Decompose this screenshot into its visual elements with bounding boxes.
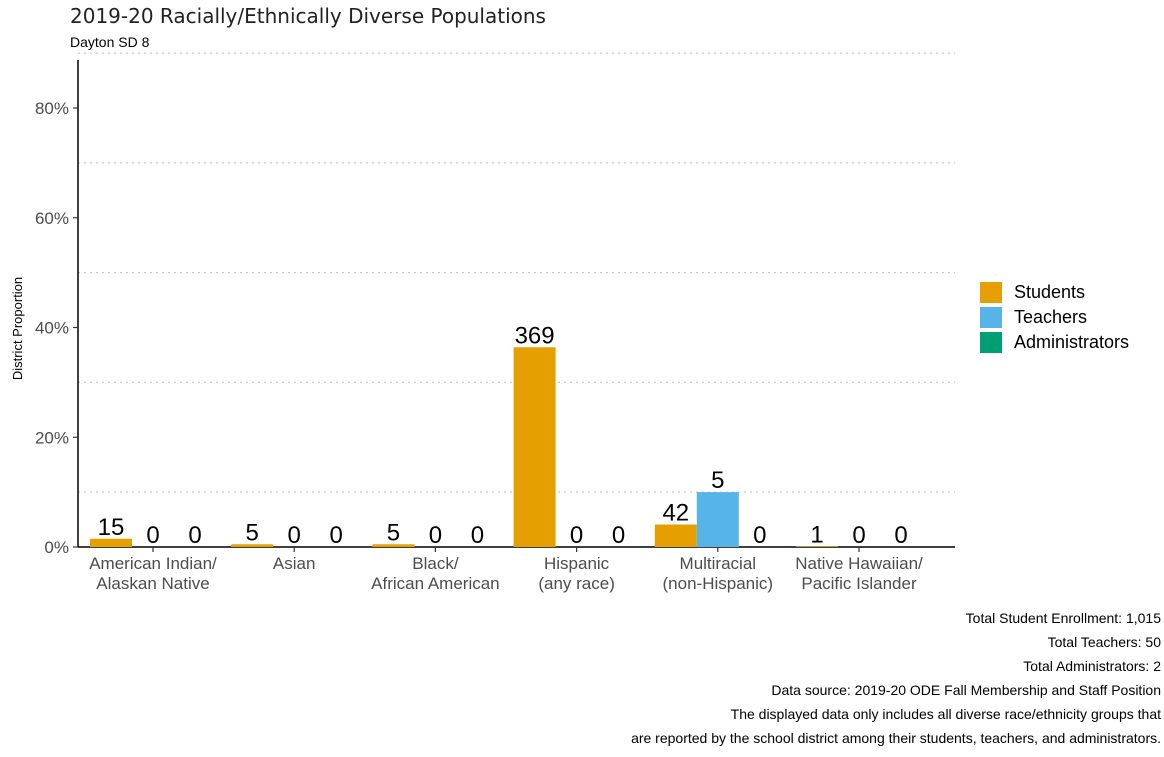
- legend-item-administrators: Administrators: [980, 330, 1129, 355]
- chart-subtitle: Dayton SD 8: [70, 34, 150, 50]
- x-tick-label: (any race): [538, 574, 615, 593]
- footnote-note-line-2: are reported by the school district amon…: [631, 730, 1161, 746]
- data-label: 0: [612, 522, 625, 549]
- x-tick-label: African American: [371, 574, 500, 593]
- legend: Students Teachers Administrators: [980, 280, 1129, 355]
- data-label: 5: [246, 519, 259, 546]
- y-tick-label: 80%: [35, 99, 69, 118]
- data-label: 0: [894, 522, 907, 549]
- data-label: 369: [515, 322, 555, 349]
- x-tick-label: Hispanic: [544, 554, 610, 573]
- footnote-total-teachers: Total Teachers: 50: [1047, 634, 1161, 650]
- bar-students: [90, 538, 132, 547]
- legend-item-teachers: Teachers: [980, 305, 1129, 330]
- footnote-total-students: Total Student Enrollment: 1,015: [965, 610, 1161, 626]
- x-tick-label: (non-Hispanic): [663, 574, 774, 593]
- legend-label-teachers: Teachers: [1014, 307, 1088, 327]
- data-label: 0: [288, 522, 301, 549]
- data-label: 0: [429, 522, 442, 549]
- bar-students: [654, 524, 697, 547]
- x-tick-label: Black/: [412, 554, 459, 573]
- y-tick-label: 20%: [35, 428, 69, 447]
- data-label: 0: [753, 522, 766, 549]
- data-label: 0: [146, 522, 159, 549]
- bar-students: [513, 347, 556, 547]
- bar-students: [372, 544, 415, 547]
- footnotes: Total Student Enrollment: 1,015 Total Te…: [631, 606, 1161, 750]
- y-axis-title: District Proportion: [10, 277, 25, 380]
- x-tick-label: Pacific Islander: [801, 574, 917, 593]
- x-tick-label: Native Hawaiian/: [795, 554, 923, 573]
- x-tick-label: Alaskan Native: [96, 574, 209, 593]
- data-label: 42: [662, 500, 689, 527]
- data-label: 0: [188, 522, 201, 549]
- y-tick-label: 0%: [44, 538, 69, 557]
- legend-item-students: Students: [980, 280, 1129, 305]
- legend-swatch-administrators: [980, 332, 1002, 353]
- data-label: 15: [98, 514, 125, 541]
- data-label: 0: [852, 522, 865, 549]
- legend-swatch-students: [980, 282, 1002, 303]
- legend-swatch-teachers: [980, 307, 1002, 328]
- legend-label-administrators: Administrators: [1014, 332, 1130, 352]
- x-tick-label: Multiracial: [680, 554, 757, 573]
- y-tick-label: 60%: [35, 209, 69, 228]
- data-label: 0: [471, 522, 484, 549]
- y-tick-label: 40%: [35, 319, 69, 338]
- bar-teachers: [696, 492, 739, 547]
- data-label: 5: [711, 467, 724, 494]
- x-tick-label: Asian: [273, 554, 316, 573]
- footnote-total-administrators: Total Administrators: 2: [1023, 658, 1161, 674]
- data-label: 1: [810, 521, 823, 548]
- data-label: 0: [330, 522, 343, 549]
- data-label: 0: [570, 522, 583, 549]
- bar-students: [231, 544, 274, 547]
- bar-students: [796, 546, 838, 547]
- x-tick-label: American Indian/: [89, 554, 217, 573]
- footnote-note-line-1: The displayed data only includes all div…: [730, 706, 1161, 722]
- footnote-data-source: Data source: 2019-20 ODE Fall Membership…: [771, 682, 1161, 698]
- legend-label-students: Students: [1014, 282, 1086, 302]
- chart-title: 2019-20 Racially/Ethnically Diverse Popu…: [70, 4, 546, 28]
- data-label: 5: [387, 519, 400, 546]
